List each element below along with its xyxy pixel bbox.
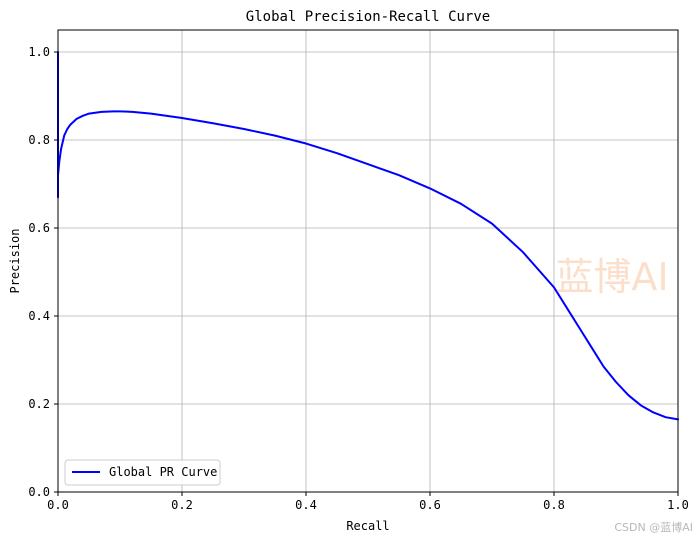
x-tick-label: 0.8 <box>543 498 565 512</box>
legend: Global PR Curve <box>64 459 221 486</box>
chart-title: Global Precision-Recall Curve <box>246 9 490 25</box>
y-tick-label: 1.0 <box>28 45 50 59</box>
y-tick-label: 0.6 <box>28 221 50 235</box>
tick-layer: 0.0 0.2 0.4 0.6 0.8 1.0 0.0 0.2 0.4 0.6 0.8 1.0 <box>28 45 689 512</box>
y-tick-label: 0.2 <box>28 397 50 411</box>
series-layer <box>57 51 679 421</box>
series-line-global-pr-curve <box>57 51 679 421</box>
y-tick-label: 0.4 <box>28 309 50 323</box>
x-axis-label: Recall <box>346 519 389 533</box>
y-tick-label: 0.8 <box>28 133 50 147</box>
x-tick-label: 0.2 <box>171 498 193 512</box>
credit-text: CSDN @蓝博AI <box>614 521 693 534</box>
x-tick-label: 0.0 <box>47 498 69 512</box>
x-tick-label: 0.4 <box>295 498 317 512</box>
y-tick-label: 0.0 <box>28 485 50 499</box>
x-tick-label: 1.0 <box>667 498 689 512</box>
x-tick-label: 0.6 <box>419 498 441 512</box>
legend-label-global-pr-curve: Global PR Curve <box>109 465 217 479</box>
y-axis-label: Precision <box>8 228 22 293</box>
plot-frame <box>57 29 679 493</box>
watermark-text: 蓝博AI <box>555 255 668 299</box>
legend-box <box>64 459 221 486</box>
